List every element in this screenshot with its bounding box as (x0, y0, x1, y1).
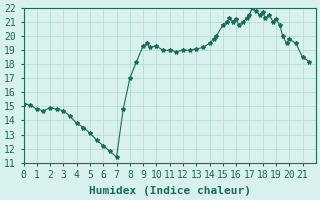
X-axis label: Humidex (Indice chaleur): Humidex (Indice chaleur) (89, 186, 251, 196)
